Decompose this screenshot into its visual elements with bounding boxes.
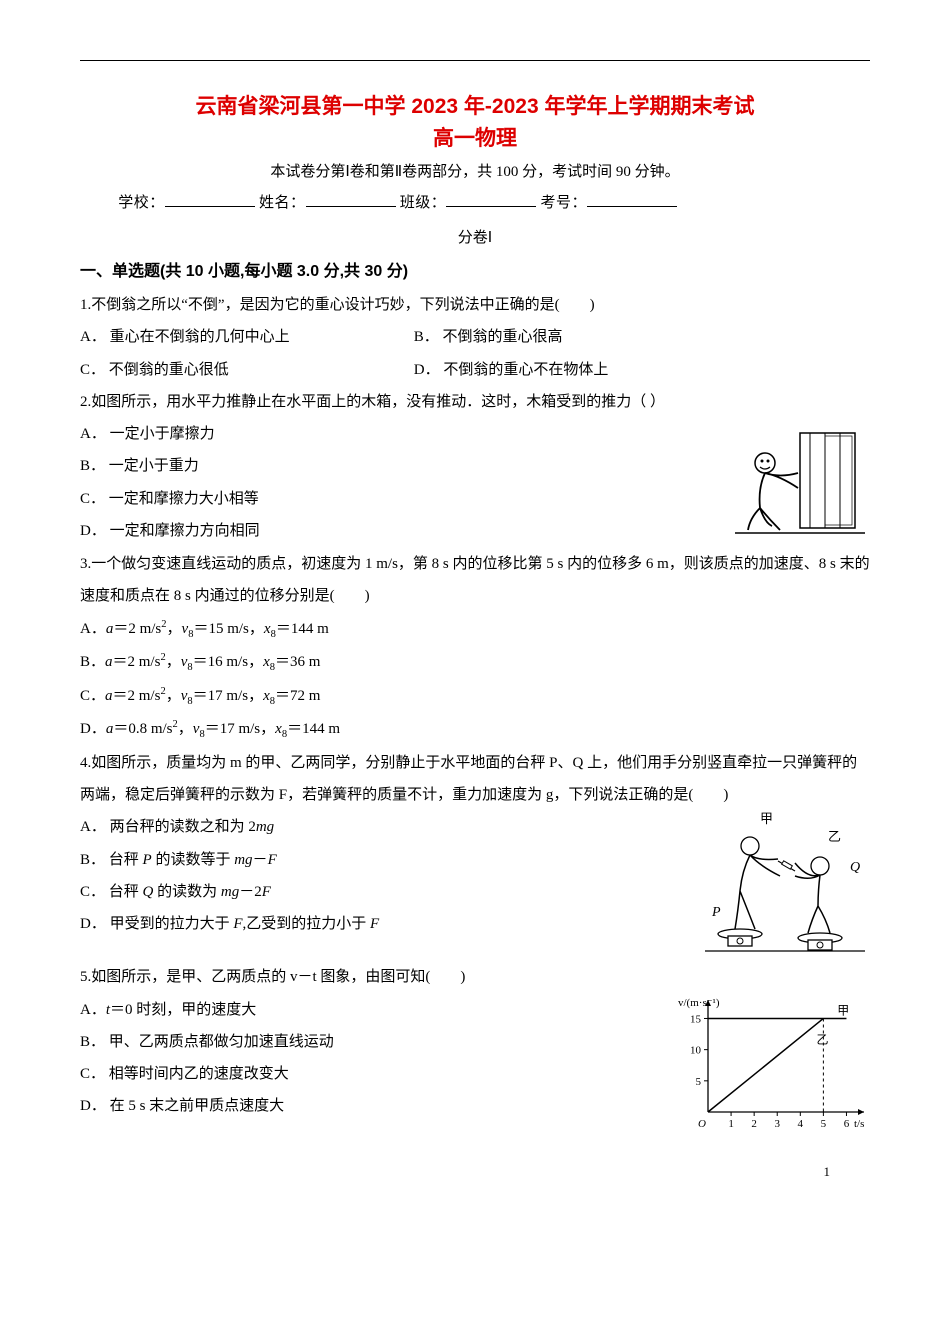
label-id: 考号： <box>541 195 588 211</box>
question-4: 4.如图所示，质量均为 m 的甲、乙两同学，分别静止于水平地面的台秤 P、Q 上… <box>80 747 870 812</box>
svg-text:Q: Q <box>850 860 860 875</box>
svg-text:t/s: t/s <box>854 1118 864 1130</box>
exam-title: 云南省梁河县第一中学 2023 年-2023 年学年上学期期末考试 高一物理 <box>80 91 870 154</box>
svg-text:15: 15 <box>690 1013 702 1025</box>
student-info-line: 学校： 姓名： 班级： 考号： <box>80 191 870 212</box>
title-line-2: 高一物理 <box>433 127 517 150</box>
svg-text:4: 4 <box>798 1118 804 1130</box>
q2-stem: 2.如图所示，用水平力推静止在水平面上的木箱，没有推动．这时，木箱受到的推力（ … <box>80 394 665 410</box>
q3-options: A．a＝2 m/s2，v8＝15 m/s，x8＝144 m B．a＝2 m/s2… <box>80 613 870 747</box>
page-number: 1 <box>80 1164 870 1180</box>
q2-body: A． 一定小于摩擦力 B． 一定小于重力 C． 一定和摩擦力大小相等 D． 一定… <box>80 418 870 548</box>
q3-stem: 3.一个做匀变速直线运动的质点，初速度为 1 m/s，第 8 s 内的位移比第 … <box>80 556 870 604</box>
label-class: 班级： <box>400 195 447 211</box>
q3-opt-a: A．a＝2 m/s2，v8＝15 m/s，x8＝144 m <box>80 613 870 647</box>
q1-opt-c: C． 不倒翁的重心很低 <box>80 354 410 386</box>
svg-text:甲: 甲 <box>760 811 773 826</box>
label-school: 学校： <box>118 195 165 211</box>
svg-text:5: 5 <box>821 1118 827 1130</box>
q1-opt-d: D． 不倒翁的重心不在物体上 <box>414 354 609 386</box>
svg-text:乙: 乙 <box>828 829 841 844</box>
svg-text:2: 2 <box>751 1118 757 1130</box>
question-2: 2.如图所示，用水平力推静止在水平面上的木箱，没有推动．这时，木箱受到的推力（ … <box>80 386 870 418</box>
svg-text:甲: 甲 <box>837 1003 849 1017</box>
question-5: 5.如图所示，是甲、乙两质点的 v－t 图象，由图可知( ) <box>80 961 870 993</box>
scales-figure-icon: 甲 乙 P Q <box>700 811 870 961</box>
top-rule <box>80 60 870 61</box>
svg-text:3: 3 <box>774 1118 780 1130</box>
question-3: 3.一个做匀变速直线运动的质点，初速度为 1 m/s，第 8 s 内的位移比第 … <box>80 548 870 613</box>
svg-text:5: 5 <box>696 1075 702 1087</box>
svg-text:P: P <box>711 905 721 920</box>
q1-options: A． 重心在不倒翁的几何中心上 B． 不倒翁的重心很高 C． 不倒翁的重心很低 … <box>80 321 870 386</box>
q4-stem: 4.如图所示，质量均为 m 的甲、乙两同学，分别静止于水平地面的台秤 P、Q 上… <box>80 755 857 803</box>
question-1: 1.不倒翁之所以“不倒”，是因为它的重心设计巧妙，下列说法中正确的是( ) <box>80 289 870 321</box>
section-1-heading: 一、单选题(共 10 小题,每小题 3.0 分,共 30 分) <box>80 257 870 281</box>
q1-opt-b: B． 不倒翁的重心很高 <box>414 321 563 353</box>
svg-text:v/(m·s⁻¹): v/(m·s⁻¹) <box>678 997 720 1009</box>
svg-text:O: O <box>698 1118 706 1130</box>
label-name: 姓名： <box>259 195 306 211</box>
blank-school <box>165 191 255 207</box>
q3-opt-b: B．a＝2 m/s2，v8＝16 m/s，x8＝36 m <box>80 646 870 680</box>
q3-opt-c: C．a＝2 m/s2，v8＝17 m/s，x8＝72 m <box>80 680 870 714</box>
exam-subtitle: 本试卷分第Ⅰ卷和第Ⅱ卷两部分，共 100 分，考试时间 90 分钟。 <box>80 160 870 181</box>
q3-opt-d: D．a＝0.8 m/s2，v8＝17 m/s，x8＝144 m <box>80 713 870 747</box>
q1-opt-a: A． 重心在不倒翁的几何中心上 <box>80 321 410 353</box>
q4-body: 甲 乙 P Q A． 两台秤的读数之和为 2mg B． 台秤 P 的读数等于 m… <box>80 811 870 961</box>
title-line-1: 云南省梁河县第一中学 2023 年-2023 年学年上学期期末考试 <box>196 95 755 118</box>
svg-text:乙: 乙 <box>816 1032 828 1046</box>
box-pushing-icon <box>730 418 870 548</box>
part-label: 分卷Ⅰ <box>80 226 870 247</box>
q5-body: 12345651015甲乙v/(m·s⁻¹)t/sO A．t＝0 时刻，甲的速度… <box>80 994 870 1134</box>
vt-graph-icon: 1 2 3 4 5 6 5 10 15 甲乙 v/(m·s⁻¹) t/s O <box>670 994 870 1134</box>
blank-class <box>446 191 536 207</box>
q1-stem: 1.不倒翁之所以“不倒”，是因为它的重心设计巧妙，下列说法中正确的是( ) <box>80 297 595 313</box>
svg-text:10: 10 <box>690 1044 702 1056</box>
q5-stem: 5.如图所示，是甲、乙两质点的 v－t 图象，由图可知( ) <box>80 969 465 985</box>
blank-id <box>587 191 677 207</box>
svg-text:1: 1 <box>728 1118 734 1130</box>
blank-name <box>306 191 396 207</box>
svg-text:6: 6 <box>844 1118 850 1130</box>
